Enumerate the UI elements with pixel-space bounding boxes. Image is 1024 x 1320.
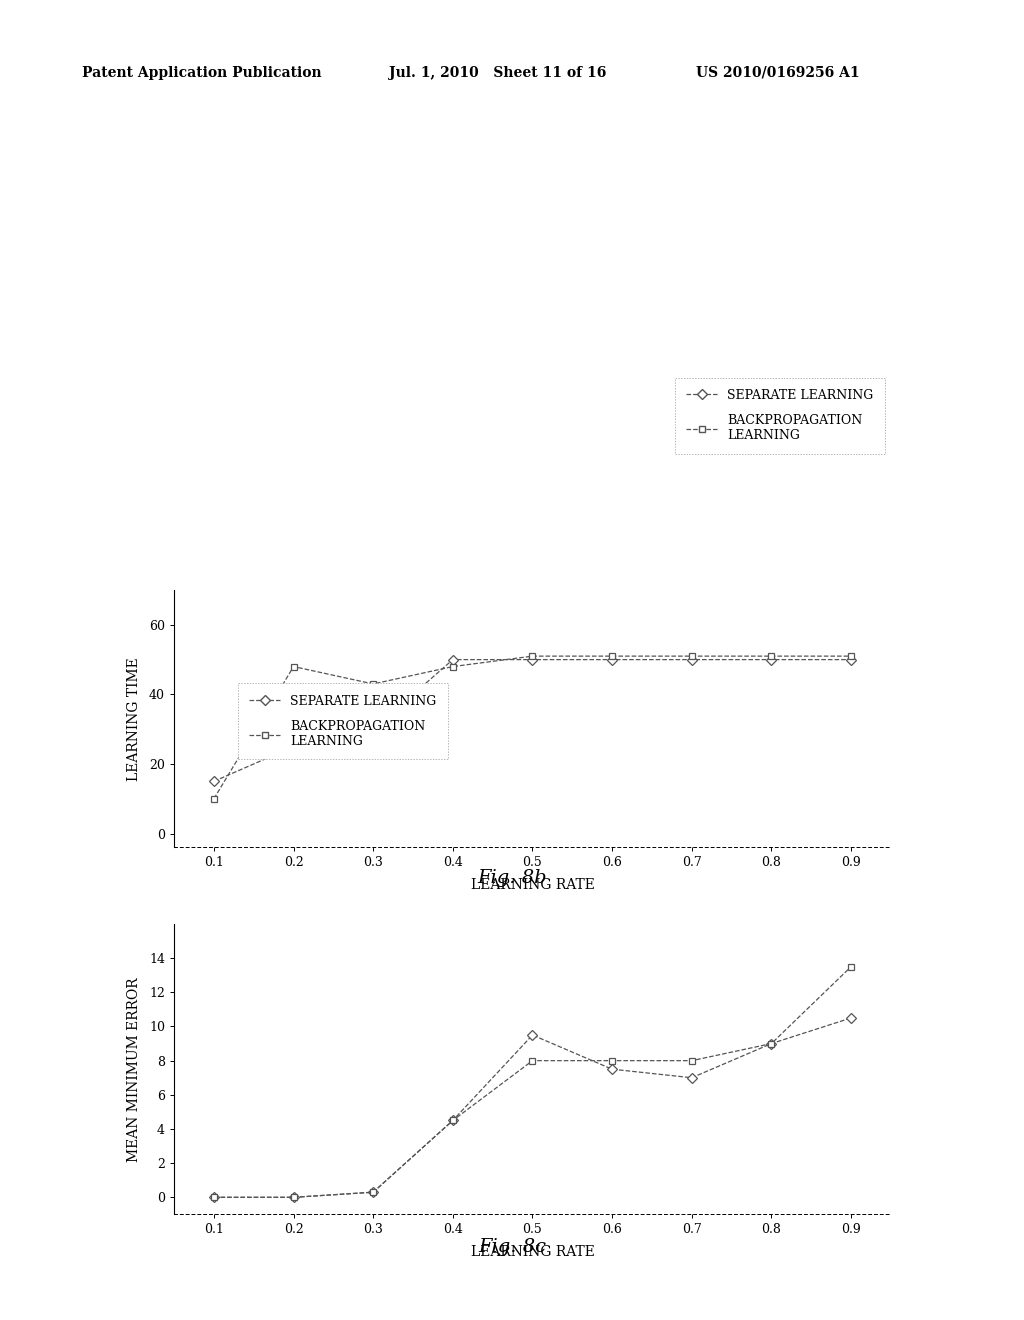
X-axis label: LEARNING RATE: LEARNING RATE <box>471 878 594 892</box>
Text: Patent Application Publication: Patent Application Publication <box>82 66 322 79</box>
Text: US 2010/0169256 A1: US 2010/0169256 A1 <box>696 66 860 79</box>
Y-axis label: MEAN MINIMUM ERROR: MEAN MINIMUM ERROR <box>127 977 140 1162</box>
Y-axis label: LEARNING TIME: LEARNING TIME <box>127 657 140 780</box>
Text: Fig. 8b: Fig. 8b <box>477 869 547 887</box>
Text: Fig. 8c: Fig. 8c <box>478 1238 546 1257</box>
Text: Jul. 1, 2010   Sheet 11 of 16: Jul. 1, 2010 Sheet 11 of 16 <box>389 66 606 79</box>
X-axis label: LEARNING RATE: LEARNING RATE <box>471 1245 594 1259</box>
Legend: SEPARATE LEARNING, BACKPROPAGATION
LEARNING: SEPARATE LEARNING, BACKPROPAGATION LEARN… <box>675 378 885 454</box>
Legend: SEPARATE LEARNING, BACKPROPAGATION
LEARNING: SEPARATE LEARNING, BACKPROPAGATION LEARN… <box>238 684 447 759</box>
